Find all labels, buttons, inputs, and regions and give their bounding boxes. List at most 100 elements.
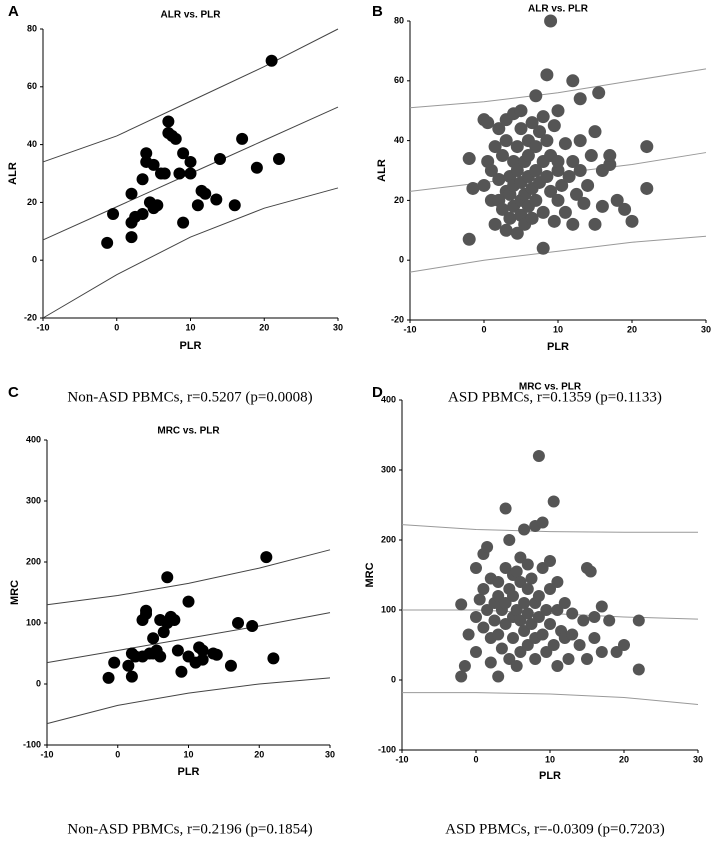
- data-point: [492, 172, 506, 186]
- data-point: [492, 122, 506, 136]
- caption: ASD PBMCs, r=0.1359 (p=0.1133): [448, 389, 662, 405]
- x-tick-label: -10: [40, 749, 53, 759]
- data-point: [551, 155, 565, 169]
- fit-line: [402, 692, 699, 705]
- data-point: [540, 68, 554, 82]
- data-point: [536, 205, 550, 219]
- y-tick-label: -100: [378, 744, 396, 754]
- data-point: [196, 644, 209, 657]
- data-point: [462, 152, 476, 166]
- data-point: [555, 178, 569, 192]
- data-point: [250, 161, 263, 174]
- data-point: [470, 562, 482, 574]
- data-point: [544, 14, 558, 28]
- x-tick-label: 20: [619, 754, 629, 764]
- data-point: [625, 214, 639, 228]
- data-point: [507, 632, 519, 644]
- data-point: [551, 104, 565, 118]
- data-point: [595, 199, 609, 213]
- data-point: [603, 158, 617, 172]
- data-point: [260, 551, 273, 564]
- x-tick-label: 10: [553, 324, 563, 334]
- data-point: [618, 639, 630, 651]
- data-point: [525, 116, 539, 130]
- data-point: [136, 207, 149, 220]
- data-point: [462, 232, 476, 246]
- y-tick-label: 20: [27, 197, 37, 207]
- data-point: [107, 207, 120, 220]
- data-point: [566, 155, 580, 169]
- caption: Non-ASD PBMCs, r=0.5207 (p=0.0008): [67, 389, 312, 405]
- data-point: [488, 140, 502, 154]
- data-point: [540, 604, 553, 616]
- y-axis-label: MRC: [9, 580, 21, 605]
- data-point: [273, 153, 285, 166]
- data-point: [533, 125, 546, 139]
- data-point: [584, 565, 597, 578]
- caption: Non-ASD PBMCs, r=0.2196 (p=0.1854): [67, 821, 312, 837]
- data-point: [495, 642, 508, 655]
- data-point: [157, 626, 170, 639]
- data-point: [632, 663, 645, 676]
- data-point: [588, 217, 602, 231]
- y-tick-label: 400: [381, 394, 396, 404]
- data-point: [584, 149, 598, 163]
- data-point: [573, 164, 587, 177]
- x-tick-label: 20: [254, 749, 264, 759]
- data-point: [147, 158, 160, 171]
- data-point: [458, 660, 471, 672]
- data-point: [610, 193, 624, 207]
- data-point: [499, 502, 512, 515]
- data-point: [540, 134, 554, 148]
- data-point: [214, 153, 226, 166]
- y-tick-label: 400: [26, 434, 41, 444]
- chart-title: MRC vs. PLR: [157, 426, 220, 437]
- y-tick-label: 200: [381, 534, 396, 544]
- data-point: [484, 164, 498, 177]
- data-point: [558, 137, 572, 151]
- data-point: [581, 653, 593, 665]
- y-tick-label: -20: [24, 312, 37, 322]
- data-point: [603, 149, 617, 163]
- data-point: [154, 650, 167, 663]
- x-axis-label: PLR: [539, 770, 561, 782]
- data-point: [101, 236, 114, 249]
- data-point: [470, 646, 482, 658]
- data-point: [481, 541, 494, 553]
- x-tick-label: 0: [473, 754, 478, 764]
- data-point: [562, 169, 576, 183]
- data-point: [102, 671, 115, 684]
- data-point: [588, 632, 601, 644]
- data-point: [547, 495, 560, 508]
- data-point: [154, 613, 167, 626]
- data-point: [525, 572, 538, 585]
- data-point: [182, 595, 195, 608]
- data-point: [547, 639, 560, 651]
- data-point: [473, 593, 486, 606]
- data-point: [588, 125, 602, 139]
- fit-line: [401, 524, 698, 533]
- data-point: [570, 187, 583, 201]
- x-tick-label: 20: [259, 322, 269, 332]
- x-tick-label: -10: [403, 324, 416, 334]
- fit-line: [42, 187, 339, 319]
- data-point: [640, 181, 654, 195]
- data-point: [122, 659, 135, 672]
- x-tick-label: 0: [114, 322, 119, 332]
- y-tick-label: 0: [36, 678, 41, 688]
- data-point: [518, 523, 531, 536]
- data-point: [588, 611, 601, 623]
- y-tick-label: 100: [381, 604, 396, 614]
- data-point: [525, 211, 539, 225]
- y-tick-label: 0: [399, 255, 404, 265]
- data-point: [640, 140, 654, 154]
- data-point: [551, 660, 564, 672]
- x-axis-label: PLR: [547, 341, 569, 353]
- data-point: [455, 598, 468, 611]
- data-point: [125, 187, 138, 200]
- data-point: [477, 621, 490, 634]
- y-tick-label: 60: [394, 75, 404, 85]
- data-point: [573, 134, 587, 148]
- data-point: [499, 223, 513, 237]
